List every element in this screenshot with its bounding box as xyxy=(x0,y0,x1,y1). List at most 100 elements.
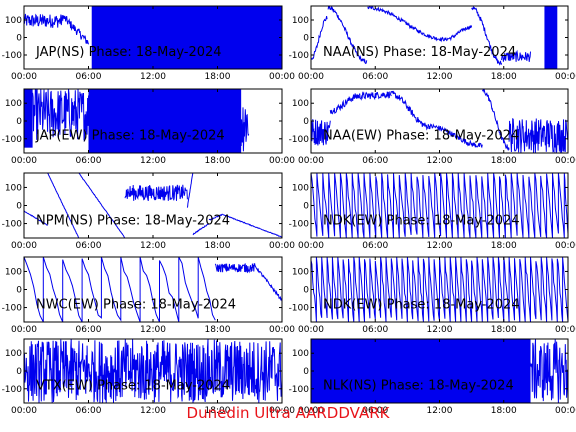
trace-line xyxy=(192,223,210,236)
panel-title: NDK(EW) Phase: 18-May-2024 xyxy=(323,213,520,228)
phase-panel: 100 0 -100 00:00 06:00 12:00 18:00 00:00 NAA(NS)… xyxy=(289,5,576,82)
trace-line xyxy=(428,123,483,149)
x-tick-label: 12:00 xyxy=(140,241,166,251)
phase-panel: 100 0 -100 00:00 06:00 12:00 18:00 00:00 NDK(EW)… xyxy=(289,256,576,335)
x-tick-label: 00:00 xyxy=(298,325,324,335)
trace-block xyxy=(24,89,33,148)
y-tick-label: 100 xyxy=(5,183,22,193)
trace-line xyxy=(47,173,80,238)
y-tick-label: 100 xyxy=(5,16,22,26)
x-tick-label: 00:00 xyxy=(555,406,576,416)
x-tick-label: 06:00 xyxy=(362,72,388,82)
x-tick-label: 18:00 xyxy=(205,406,231,416)
x-tick-label: 00:00 xyxy=(11,406,37,416)
phase-panel: 100 0 -100 00:00 06:00 12:00 18:00 00:00 JAP(EW)… xyxy=(2,88,295,166)
panel-title: NAA(NS) Phase: 18-May-2024 xyxy=(323,45,516,60)
x-tick-label: 00:00 xyxy=(555,156,576,166)
y-tick-label: 100 xyxy=(5,349,22,359)
x-tick-label: 18:00 xyxy=(205,156,231,166)
trace-line xyxy=(444,25,473,42)
x-tick-label: 18:00 xyxy=(205,325,231,335)
x-tick-label: 06:00 xyxy=(76,406,102,416)
trace-block xyxy=(91,6,282,69)
x-tick-label: 18:00 xyxy=(491,72,517,82)
x-tick-label: 12:00 xyxy=(427,241,453,251)
trace-line xyxy=(311,257,568,322)
trace-line xyxy=(530,339,568,403)
trace-line xyxy=(329,93,360,115)
x-tick-label: 18:00 xyxy=(205,241,231,251)
x-tick-label: 12:00 xyxy=(140,156,166,166)
x-tick-label: 12:00 xyxy=(427,406,453,416)
panel-title: JAP(NS) Phase: 18-May-2024 xyxy=(35,45,222,60)
x-tick-label: 06:00 xyxy=(76,325,102,335)
phase-panel: 100 0 -100 00:00 06:00 12:00 18:00 00:00 VTX(EW)… xyxy=(2,338,295,416)
trace-line xyxy=(32,89,89,142)
y-tick-label: 100 xyxy=(292,183,309,193)
x-tick-label: 18:00 xyxy=(491,156,517,166)
x-tick-label: 00:00 xyxy=(11,241,37,251)
x-tick-label: 00:00 xyxy=(269,72,295,82)
y-tick-label: 0 xyxy=(16,286,22,296)
x-tick-label: 00:00 xyxy=(269,241,295,251)
x-tick-label: 00:00 xyxy=(269,325,295,335)
y-tick-label: 0 xyxy=(303,34,309,44)
panel-title: NLK(NS) Phase: 18-May-2024 xyxy=(323,379,514,394)
x-tick-label: 06:00 xyxy=(362,156,388,166)
x-tick-label: 00:00 xyxy=(11,156,37,166)
trace-line xyxy=(311,16,328,61)
y-tick-label: -100 xyxy=(2,385,23,395)
footer-title: Dunedin Ultra AARDDVARK xyxy=(186,404,390,422)
trace-line xyxy=(186,173,194,208)
x-tick-label: 00:00 xyxy=(298,406,324,416)
x-tick-label: 06:00 xyxy=(76,156,102,166)
trace-line xyxy=(78,173,126,238)
trace-line xyxy=(254,265,282,302)
trace-block xyxy=(88,89,242,153)
trace-line xyxy=(240,107,250,152)
x-tick-label: 00:00 xyxy=(298,72,324,82)
panel-title: VTX(EW) Phase: 18-May-2024 xyxy=(36,379,230,394)
y-tick-label: 0 xyxy=(16,367,22,377)
x-tick-label: 06:00 xyxy=(362,325,388,335)
y-tick-label: -100 xyxy=(289,385,310,395)
trace-line xyxy=(62,14,89,45)
trace-line xyxy=(24,210,48,226)
y-tick-label: 100 xyxy=(292,349,309,359)
trace-block xyxy=(544,6,558,69)
phase-panel: 100 0 -100 00:00 06:00 12:00 18:00 00:00 JAP(NS)… xyxy=(2,5,295,82)
trace-line xyxy=(311,173,568,238)
x-tick-label: 12:00 xyxy=(427,156,453,166)
panel-title: NDK(EW) Phase: 18-May-2024 xyxy=(323,297,520,312)
trace-line xyxy=(481,89,510,152)
x-tick-label: 06:00 xyxy=(362,241,388,251)
trace-line xyxy=(214,263,256,274)
trace-line xyxy=(508,118,568,153)
y-tick-label: 0 xyxy=(303,286,309,296)
x-tick-label: 12:00 xyxy=(140,406,166,416)
panel-title: NWC(EW) Phase: 18-May-2024 xyxy=(36,297,236,312)
y-tick-label: 100 xyxy=(292,267,309,277)
panel-title: NAA(EW) Phase: 18-May-2024 xyxy=(323,129,519,144)
x-tick-label: 00:00 xyxy=(269,406,295,416)
y-tick-label: 0 xyxy=(16,117,22,127)
trace-line xyxy=(124,184,188,202)
x-tick-label: 12:00 xyxy=(427,72,453,82)
phase-panel: 100 0 -100 00:00 06:00 12:00 18:00 00:00 NPM(NS)… xyxy=(2,172,295,251)
trace-line xyxy=(367,6,446,43)
y-tick-label: -100 xyxy=(2,220,23,230)
x-tick-label: 00:00 xyxy=(11,72,37,82)
x-tick-label: 18:00 xyxy=(491,325,517,335)
y-tick-label: -100 xyxy=(2,51,23,61)
x-tick-label: 18:00 xyxy=(205,72,231,82)
y-tick-label: 100 xyxy=(5,267,22,277)
trace-block xyxy=(311,339,531,403)
x-tick-label: 00:00 xyxy=(269,156,295,166)
x-tick-label: 00:00 xyxy=(11,325,37,335)
panel-title: JAP(EW) Phase: 18-May-2024 xyxy=(35,129,225,144)
y-tick-label: -100 xyxy=(289,51,310,61)
y-tick-label: 100 xyxy=(292,99,309,109)
x-tick-label: 06:00 xyxy=(362,406,388,416)
phase-panel: 100 0 -100 00:00 06:00 12:00 18:00 00:00 NAA(EW)… xyxy=(289,88,576,166)
